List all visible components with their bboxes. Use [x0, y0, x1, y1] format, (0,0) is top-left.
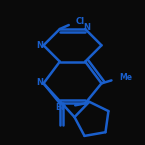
Text: Cl: Cl	[76, 17, 85, 26]
Text: N: N	[83, 23, 90, 32]
Text: N: N	[36, 41, 43, 50]
Text: Br: Br	[56, 103, 66, 112]
Text: N: N	[36, 78, 43, 87]
Text: Me: Me	[120, 73, 133, 83]
